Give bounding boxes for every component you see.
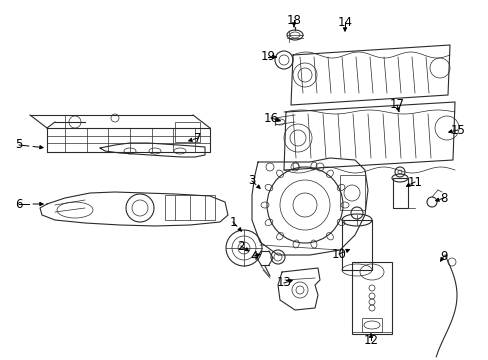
Text: 17: 17 <box>389 99 404 112</box>
Text: 11: 11 <box>407 175 422 189</box>
Bar <box>164 195 215 220</box>
Bar <box>361 318 381 332</box>
Text: 1: 1 <box>229 216 236 229</box>
Text: 18: 18 <box>286 13 301 27</box>
Text: 5: 5 <box>15 139 22 152</box>
Text: 6: 6 <box>15 198 23 211</box>
Bar <box>392 178 407 208</box>
Text: 14: 14 <box>337 15 352 28</box>
Text: 13: 13 <box>276 276 291 289</box>
Bar <box>341 220 371 270</box>
Bar <box>351 262 391 334</box>
Text: 2: 2 <box>237 239 244 252</box>
Text: 16: 16 <box>263 112 278 125</box>
Bar <box>339 175 364 210</box>
Bar <box>175 122 200 142</box>
Text: 7: 7 <box>194 131 202 144</box>
Text: 9: 9 <box>439 249 447 262</box>
Text: 3: 3 <box>248 175 255 188</box>
Text: 19: 19 <box>260 50 275 63</box>
Text: 12: 12 <box>363 333 378 346</box>
Text: 8: 8 <box>439 192 447 204</box>
Text: 10: 10 <box>331 248 346 261</box>
Text: 15: 15 <box>449 123 465 136</box>
Text: 4: 4 <box>250 249 257 262</box>
